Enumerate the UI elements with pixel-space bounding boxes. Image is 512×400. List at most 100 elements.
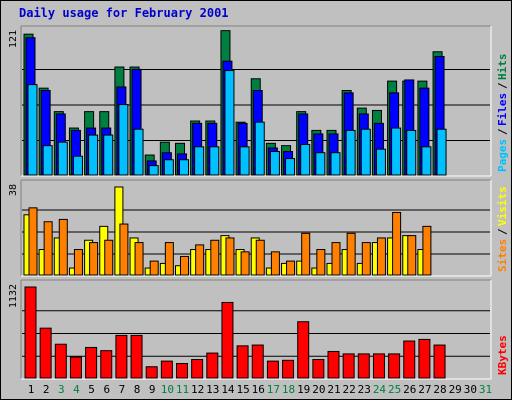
bar-pages-day-16 [254, 121, 265, 176]
bar-sites-day-18 [286, 260, 296, 276]
bar-kbytes-day-24 [372, 353, 385, 379]
bar-kbytes-day-20 [312, 359, 325, 379]
bar-sites-day-3 [58, 218, 68, 276]
bar-sites-day-22 [346, 232, 356, 276]
x-tick-day-2: 2 [43, 383, 50, 396]
x-tick-day-1: 1 [28, 383, 35, 396]
bar-sites-day-16 [255, 239, 265, 276]
bar-pages-day-17 [269, 151, 280, 176]
bar-sites-day-21 [331, 242, 341, 276]
x-tick-day-20: 20 [312, 383, 325, 396]
side-label-visits: Visits [496, 186, 509, 226]
x-tick-day-25: 25 [388, 383, 401, 396]
bar-kbytes-day-18 [282, 359, 295, 379]
x-tick-day-12: 12 [191, 383, 204, 396]
bar-kbytes-day-10 [160, 360, 173, 379]
bar-kbytes-day-27 [418, 338, 431, 379]
bar-pages-day-20 [315, 152, 326, 176]
bar-sites-day-13 [210, 239, 220, 276]
bar-pages-day-27 [421, 146, 432, 176]
side-label-separator: / [496, 228, 509, 235]
bar-sites-day-19 [301, 232, 311, 276]
bar-pages-day-19 [300, 143, 311, 176]
x-tick-day-6: 6 [103, 383, 110, 396]
bar-pages-day-14 [224, 70, 235, 176]
bar-pages-day-12 [194, 146, 205, 176]
side-label-kbytes: KBytes [496, 335, 509, 375]
scale-label-hits-files-pages: 121 [8, 30, 19, 48]
x-tick-day-26: 26 [403, 383, 416, 396]
bar-kbytes-day-4 [69, 356, 82, 379]
x-tick-day-27: 27 [418, 383, 431, 396]
bar-sites-day-12 [195, 244, 205, 276]
x-tick-day-21: 21 [327, 383, 340, 396]
side-label-pages: Pages [496, 139, 509, 172]
x-tick-day-24: 24 [373, 383, 387, 396]
bar-pages-day-5 [88, 134, 99, 176]
x-tick-day-19: 19 [297, 383, 310, 396]
bar-pages-day-3 [57, 141, 68, 176]
bar-kbytes-day-16 [251, 344, 264, 379]
x-tick-day-5: 5 [88, 383, 95, 396]
bar-kbytes-day-28 [433, 344, 446, 379]
side-label-separator: / [496, 82, 509, 89]
bar-sites-day-7 [119, 223, 129, 276]
bar-pages-day-26 [406, 129, 417, 176]
x-tick-day-17: 17 [267, 383, 280, 396]
x-tick-day-29: 29 [449, 383, 462, 396]
bar-sites-day-6 [104, 239, 114, 276]
bar-kbytes-day-9 [145, 366, 158, 379]
bar-sites-day-23 [361, 242, 371, 276]
bar-kbytes-day-11 [176, 363, 188, 379]
scale-label-kbytes: 1132 [8, 284, 19, 308]
bar-kbytes-day-25 [388, 353, 401, 379]
bar-kbytes-day-14 [221, 301, 234, 379]
bar-pages-day-1 [27, 84, 38, 176]
side-label-separator: / [496, 128, 509, 135]
scale-label-visits-sites: 38 [8, 184, 19, 196]
bar-kbytes-day-7 [115, 334, 128, 379]
bar-kbytes-day-8 [130, 334, 143, 379]
bar-sites-day-14 [225, 237, 235, 276]
x-tick-day-15: 15 [236, 383, 249, 396]
x-tick-day-9: 9 [149, 383, 156, 396]
side-label-sites: Sites [496, 239, 509, 272]
x-tick-day-4: 4 [73, 383, 80, 396]
bar-sites-day-27 [422, 225, 432, 276]
bar-sites-day-4 [73, 249, 83, 276]
bar-sites-day-5 [89, 242, 99, 276]
bar-pages-day-6 [103, 134, 114, 176]
bar-pages-day-23 [360, 128, 371, 176]
bar-kbytes-day-26 [403, 340, 416, 379]
bar-pages-day-22 [345, 129, 356, 176]
x-tick-day-3: 3 [58, 383, 65, 396]
x-tick-day-10: 10 [161, 383, 174, 396]
side-label-files: Files [496, 93, 509, 126]
x-tick-day-7: 7 [119, 383, 126, 396]
bar-sites-day-26 [407, 235, 417, 276]
bar-kbytes-day-17 [266, 360, 279, 379]
bar-kbytes-day-13 [206, 352, 219, 379]
bar-sites-day-11 [180, 255, 189, 276]
bar-sites-day-20 [316, 249, 326, 276]
bar-kbytes-day-15 [236, 345, 249, 379]
x-tick-day-8: 8 [134, 383, 141, 396]
x-tick-day-28: 28 [433, 383, 446, 396]
chart-title: Daily usage for February 2001 [19, 6, 229, 20]
bar-kbytes-day-22 [342, 353, 355, 379]
bar-pages-day-11 [179, 159, 189, 176]
bar-kbytes-day-6 [100, 350, 113, 379]
bar-pages-day-10 [163, 159, 174, 176]
bar-pages-day-15 [239, 146, 250, 176]
bar-kbytes-day-3 [54, 343, 67, 379]
x-tick-day-13: 13 [206, 383, 219, 396]
bar-kbytes-day-5 [85, 346, 98, 379]
x-tick-day-31: 31 [479, 383, 492, 396]
x-tick-day-14: 14 [221, 383, 235, 396]
x-tick-day-22: 22 [343, 383, 356, 396]
bar-sites-day-24 [376, 237, 386, 276]
bar-sites-day-8 [134, 242, 144, 276]
bar-kbytes-day-1 [24, 286, 37, 379]
bar-pages-day-18 [285, 158, 296, 176]
